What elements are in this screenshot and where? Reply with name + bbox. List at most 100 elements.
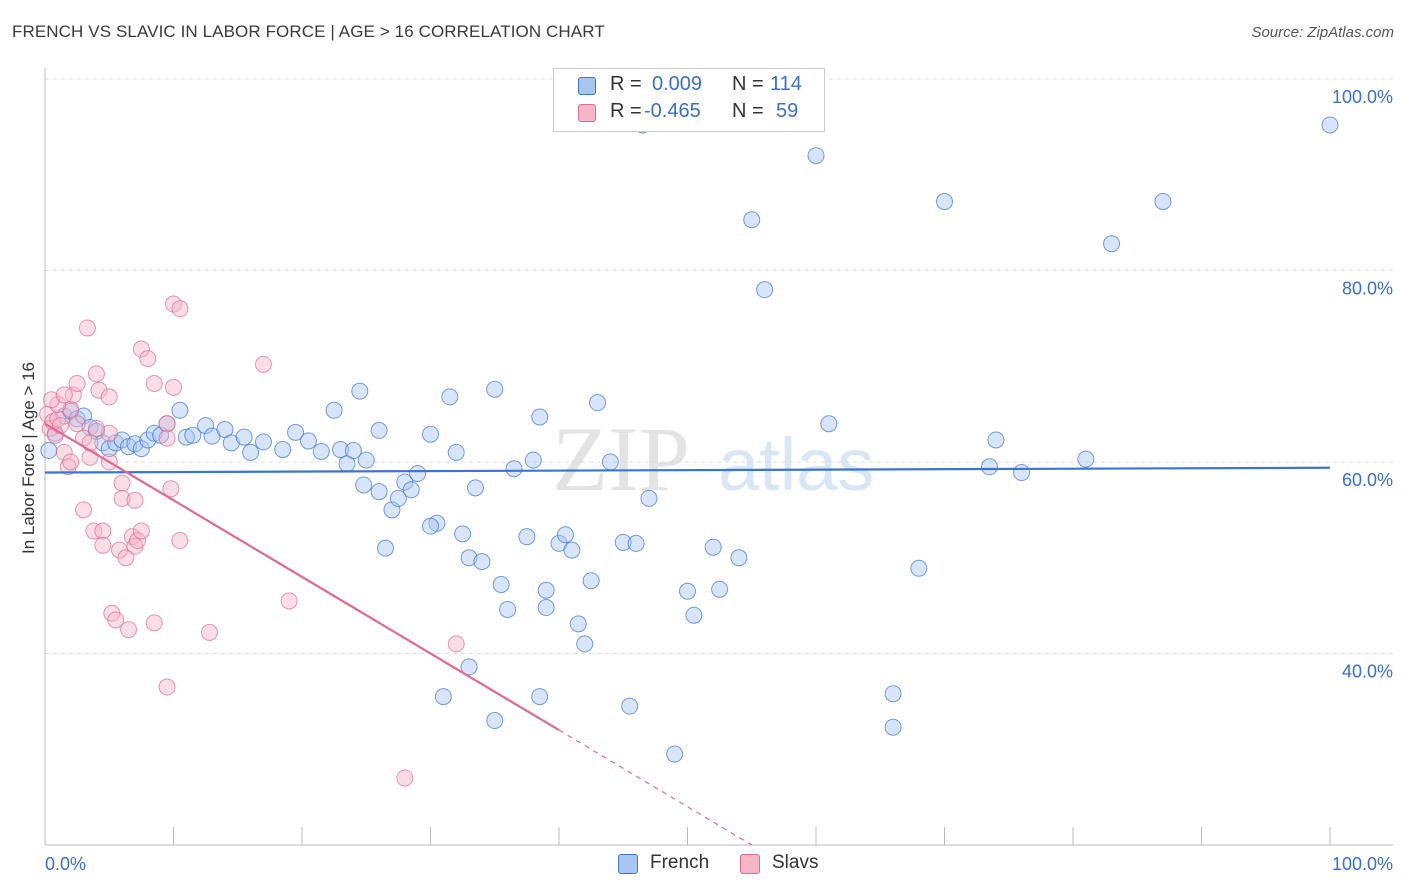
french-point <box>505 460 523 478</box>
french-point <box>377 539 395 557</box>
french-point <box>711 580 729 598</box>
french-point <box>351 382 369 400</box>
slavs-trend-extension <box>558 729 753 846</box>
french-point <box>1154 193 1172 211</box>
trend-lines <box>44 422 1331 846</box>
slavs-point <box>200 623 218 641</box>
french-point <box>177 428 195 446</box>
french-point <box>820 415 838 433</box>
slavs-point <box>120 621 138 639</box>
french-point <box>299 432 317 450</box>
slavs-point <box>145 614 163 632</box>
french-point <box>576 635 594 653</box>
french-point <box>1321 116 1339 134</box>
french-point <box>685 606 703 624</box>
french-point <box>274 441 292 459</box>
french-point <box>434 688 452 706</box>
french-point <box>666 745 684 763</box>
slavs-point <box>78 319 96 337</box>
french-point <box>987 431 1005 449</box>
legend-row-slavs: R = -0.465 N = 59 <box>554 100 824 126</box>
x-tick-label: 100.0% <box>1332 854 1393 874</box>
y-tick-label: 60.0% <box>1342 470 1393 490</box>
french-point <box>242 443 260 461</box>
slavs-point <box>87 365 105 383</box>
y-tick-label: 80.0% <box>1342 279 1393 299</box>
slavs-trend-line <box>44 422 560 732</box>
slavs-point <box>132 522 150 540</box>
slavs-point <box>107 611 125 629</box>
legend-label-french: French <box>650 852 710 873</box>
slavs-point <box>139 350 157 368</box>
french-point <box>601 453 619 471</box>
watermark-zip: ZIP <box>552 408 690 510</box>
chart-title: FRENCH VS SLAVIC IN LABOR FORCE | AGE > … <box>12 22 605 41</box>
french-trend-line <box>44 466 1331 474</box>
watermark-atlas: atlas <box>718 423 874 506</box>
slavs-point <box>113 474 131 492</box>
french-point <box>94 434 112 452</box>
slavs-point <box>68 374 86 392</box>
french-point <box>422 517 439 535</box>
slavs-point <box>94 522 112 540</box>
french-point <box>40 442 58 460</box>
slavs-point <box>129 532 147 550</box>
french-point <box>145 424 163 442</box>
slavs-point <box>171 300 189 318</box>
french-point <box>355 476 373 494</box>
french-point <box>447 443 465 461</box>
slavs-point <box>158 429 176 447</box>
slavs-point <box>158 415 176 433</box>
y-axis-label: In Labor Force | Age > 16 <box>19 362 38 554</box>
french-point <box>171 401 189 419</box>
french-point <box>1013 464 1031 482</box>
slavs-point <box>85 522 103 540</box>
slavs-point <box>68 415 86 433</box>
french-point <box>679 582 696 600</box>
french-point <box>287 423 305 441</box>
legend-n-label: N = <box>732 73 764 95</box>
y-tick-label: 100.0% <box>1332 87 1393 107</box>
slavs-point <box>447 635 465 653</box>
legend-r-value: -0.465 <box>644 100 701 122</box>
grid <box>45 78 1393 654</box>
french-point <box>640 489 658 507</box>
french-point <box>518 528 536 546</box>
slavs-point <box>94 536 112 554</box>
french-point <box>980 458 998 476</box>
data-points <box>39 116 1339 787</box>
slavs-point <box>132 340 150 358</box>
french-point <box>730 549 748 567</box>
french-point <box>569 615 587 633</box>
slavs-point <box>75 501 93 519</box>
french-point <box>357 451 375 469</box>
french-point <box>370 421 388 439</box>
french-point <box>589 394 607 412</box>
french-point <box>884 718 902 736</box>
legend-n-value: 114 <box>770 73 802 95</box>
french-point <box>184 426 202 444</box>
slavs-point <box>171 532 189 550</box>
french-point <box>492 576 510 594</box>
french-point <box>441 388 459 406</box>
french-point <box>582 572 600 590</box>
legend-label-slavs: Slavs <box>772 852 819 873</box>
legend-swatch-french <box>618 854 638 874</box>
slavs-point <box>62 453 80 471</box>
french-point <box>756 281 774 299</box>
french-point <box>100 440 118 458</box>
legend-n-value: 59 <box>776 100 799 122</box>
french-point <box>531 688 549 706</box>
y-tick-label: 40.0% <box>1342 662 1393 682</box>
correlation-legend: R = 0.009 N = 114 R = -0.465 N = 59 <box>553 68 825 132</box>
slavs-point <box>126 491 144 509</box>
french-point <box>466 479 484 497</box>
slavs-point <box>145 374 163 392</box>
legend-swatch-slavs <box>740 854 760 874</box>
french-point <box>614 533 632 551</box>
french-point <box>332 441 350 459</box>
slavs-point <box>158 678 176 696</box>
slavs-point <box>90 381 108 399</box>
french-point <box>139 431 157 449</box>
